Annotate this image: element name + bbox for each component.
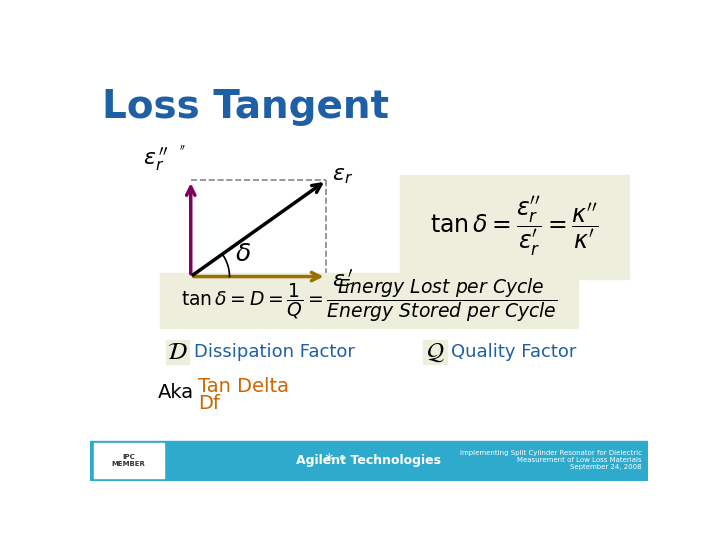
Text: $\delta$: $\delta$ xyxy=(235,242,251,266)
Text: $\tan\delta = \dfrac{\varepsilon_r^{\prime\prime}}{\varepsilon_r^{\prime}} = \df: $\tan\delta = \dfrac{\varepsilon_r^{\pri… xyxy=(430,194,598,259)
Text: $\mathcal{D}$: $\mathcal{D}$ xyxy=(167,340,188,364)
Text: Dissipation Factor: Dissipation Factor xyxy=(194,343,355,361)
Text: IPC
MEMBER: IPC MEMBER xyxy=(112,454,145,467)
Bar xyxy=(400,175,629,279)
Text: *: * xyxy=(325,451,333,470)
Text: $\tan\delta = D = \dfrac{1}{Q} = \dfrac{\mathit{Energy\ Lost\ per\ Cycle}}{\math: $\tan\delta = D = \dfrac{1}{Q} = \dfrac{… xyxy=(181,276,557,325)
Text: Agilent Technologies: Agilent Technologies xyxy=(297,454,441,467)
Text: Tan Delta: Tan Delta xyxy=(199,377,289,396)
Bar xyxy=(166,340,189,363)
Text: Aka: Aka xyxy=(158,382,194,402)
Text: Df: Df xyxy=(199,394,220,413)
Bar xyxy=(423,340,446,363)
Text: Measurement of Low Loss Materials: Measurement of Low Loss Materials xyxy=(517,457,642,463)
Text: Implementing Split Cylinder Resonator for Dielectric: Implementing Split Cylinder Resonator fo… xyxy=(460,450,642,456)
Bar xyxy=(94,443,163,478)
Text: $\varepsilon_r$: $\varepsilon_r$ xyxy=(332,166,353,186)
Bar xyxy=(160,273,578,328)
Text: *: * xyxy=(338,454,345,467)
Text: September 24, 2008: September 24, 2008 xyxy=(570,464,642,470)
Text: Quality Factor: Quality Factor xyxy=(451,343,577,361)
Text: Loss Tangent: Loss Tangent xyxy=(102,88,389,126)
Text: $\varepsilon_r^{\,\prime}$: $\varepsilon_r^{\,\prime}$ xyxy=(332,267,354,295)
Text: $\mathcal{Q}$: $\mathcal{Q}$ xyxy=(426,340,444,364)
Bar xyxy=(90,441,648,481)
Text: $\varepsilon_r^{\,\prime\prime}$: $\varepsilon_r^{\,\prime\prime}$ xyxy=(143,145,168,173)
Text: $^{\prime\prime}$: $^{\prime\prime}$ xyxy=(179,143,186,157)
